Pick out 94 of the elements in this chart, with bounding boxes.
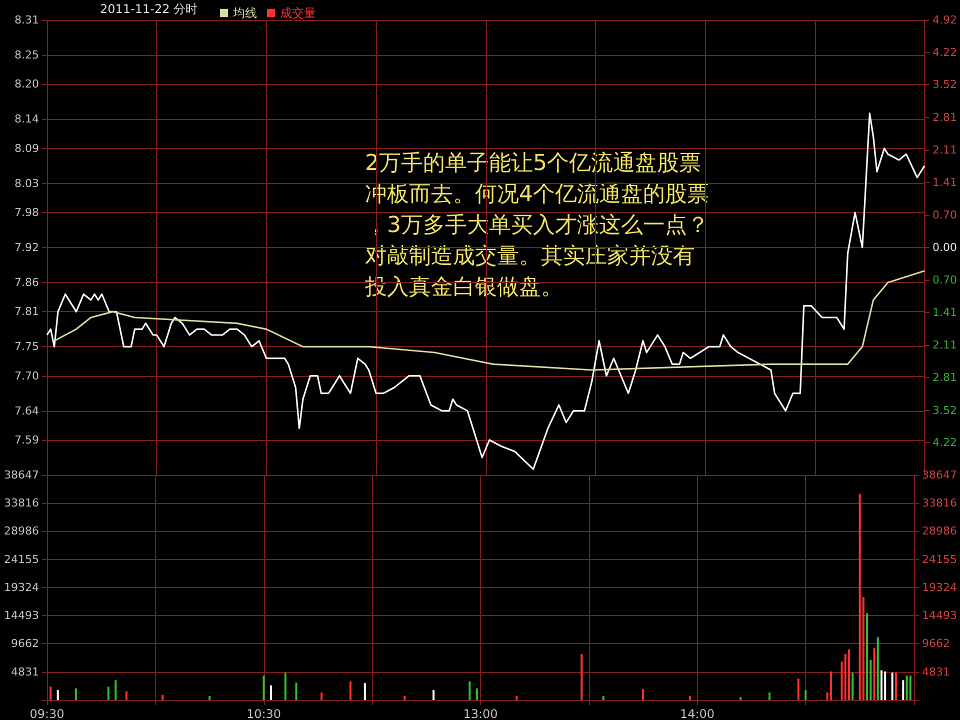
bar — [797, 678, 800, 700]
bar — [270, 685, 272, 700]
y-tick-label: 7.98 — [14, 206, 39, 219]
bar — [902, 680, 904, 700]
y-tick-label: 7.64 — [14, 404, 39, 418]
bar — [891, 672, 894, 700]
bar — [284, 672, 286, 700]
y2-tick-label: 2.11 — [932, 338, 958, 352]
y2-tick-label: 4.22 — [932, 46, 958, 59]
bar — [602, 696, 604, 700]
y-tick-label: 7.86 — [14, 276, 39, 289]
bar — [876, 637, 879, 700]
bar — [56, 690, 59, 700]
bar — [476, 688, 478, 700]
y2-tick-label: 33816 — [922, 496, 958, 510]
bar — [740, 697, 742, 700]
bar — [208, 696, 211, 700]
y-tick-label: 8.25 — [14, 48, 39, 62]
bar — [689, 696, 692, 700]
y-tick-label: 8.31 — [14, 14, 39, 26]
y-tick-label: 7.70 — [14, 369, 39, 382]
y2-tick-label: 1.41 — [932, 176, 958, 189]
y-tick-label: 4831 — [11, 665, 39, 678]
y-tick-label: 7.75 — [14, 340, 39, 354]
bar — [909, 676, 912, 700]
y2-tick-label: 3.52 — [932, 78, 958, 92]
y-tick-label: 19324 — [4, 580, 39, 594]
y2-tick-label: 4831 — [922, 665, 950, 678]
bar — [162, 694, 164, 700]
y-tick-label: 38647 — [4, 468, 39, 482]
bar — [804, 690, 807, 700]
x-tick-label: 10:30 — [246, 707, 282, 720]
bar — [858, 494, 861, 700]
bar — [516, 696, 518, 700]
bar — [404, 696, 406, 700]
bar — [114, 680, 117, 700]
y2-tick-label: 38647 — [922, 468, 958, 482]
bar — [364, 683, 366, 700]
bar — [852, 672, 854, 700]
y2-tick-label: 2.11 — [932, 143, 958, 156]
bar — [349, 681, 352, 700]
line-series — [54, 270, 926, 371]
y-tick-label: 7.59 — [14, 434, 39, 446]
bar — [642, 688, 644, 700]
bar — [894, 672, 897, 700]
bar — [866, 613, 868, 700]
bar — [848, 649, 850, 700]
y2-tick-label: 24155 — [922, 552, 958, 566]
bar — [580, 654, 583, 700]
bar — [432, 690, 435, 700]
y-tick-label: 8.14 — [14, 112, 39, 126]
y2-tick-label: 14493 — [922, 609, 958, 622]
bar — [830, 671, 832, 700]
bar — [768, 692, 771, 700]
y2-tick-label: 4.22 — [932, 436, 958, 450]
bar — [906, 676, 908, 700]
bar — [74, 688, 77, 700]
y2-tick-label: 19324 — [922, 580, 958, 594]
y2-tick-label: 2.81 — [932, 111, 958, 124]
bar — [125, 691, 128, 700]
y-tick-label: 7.81 — [14, 305, 39, 318]
y2-tick-label: 28986 — [922, 524, 958, 538]
y-tick-label: 28986 — [4, 524, 39, 538]
chart-title: 2011-11-22 分时 — [100, 2, 198, 16]
y2-tick-label: 2.81 — [932, 370, 958, 384]
bar — [880, 670, 882, 700]
y-tick-label: 8.03 — [14, 176, 39, 190]
y2-tick-label: 0.70 — [932, 208, 958, 222]
x-tick-label: 14:00 — [680, 707, 715, 720]
x-tick-label: 13:00 — [463, 707, 498, 720]
y-tick-label: 24155 — [4, 552, 39, 566]
legend-label: 成交量 — [280, 6, 316, 20]
y-tick-label: 8.09 — [14, 142, 39, 155]
bar — [320, 692, 323, 700]
bar — [884, 671, 886, 700]
y2-tick-label: 0.70 — [932, 273, 958, 286]
y-tick-label: 7.92 — [14, 241, 39, 254]
y2-tick-label: 1.41 — [932, 306, 958, 320]
y-tick-label: 9662 — [11, 637, 39, 650]
y2-tick-label: 9662 — [922, 637, 950, 650]
bar — [262, 676, 265, 700]
bar — [50, 686, 52, 700]
y-tick-label: 8.20 — [14, 78, 39, 91]
y2-tick-label: 0.00 — [932, 241, 958, 254]
y2-tick-label: 3.52 — [932, 404, 958, 417]
y2-tick-label: 4.92 — [932, 14, 958, 26]
bar — [295, 682, 298, 700]
legend-label: 均线 — [232, 6, 257, 20]
y-tick-label: 33816 — [4, 496, 39, 510]
bar — [873, 648, 876, 700]
bar — [468, 681, 471, 700]
y-tick-label: 14493 — [4, 609, 39, 622]
bar — [107, 686, 110, 700]
x-tick-label: 09:30 — [30, 707, 64, 720]
